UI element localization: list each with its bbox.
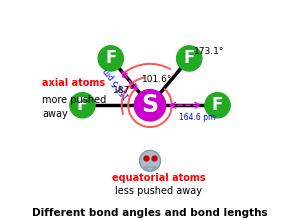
Circle shape	[177, 46, 202, 71]
Circle shape	[98, 46, 123, 71]
Text: less pushed away: less pushed away	[115, 186, 202, 196]
Text: axial atoms: axial atoms	[42, 79, 105, 88]
Polygon shape	[140, 150, 160, 171]
Text: 164.6 pm: 164.6 pm	[178, 113, 215, 122]
Text: S: S	[141, 93, 159, 117]
Circle shape	[70, 93, 95, 118]
Text: F: F	[212, 96, 223, 114]
Text: more pushed: more pushed	[42, 95, 106, 105]
Text: 173.1°: 173.1°	[194, 47, 224, 56]
Text: 187°: 187°	[113, 86, 135, 95]
Text: F: F	[184, 50, 195, 67]
Text: F: F	[105, 50, 116, 67]
Text: equatorial atoms: equatorial atoms	[112, 173, 206, 183]
Circle shape	[134, 90, 166, 121]
Text: Different bond angles and bond lengths: Different bond angles and bond lengths	[32, 208, 268, 218]
Text: 101.6°: 101.6°	[142, 75, 173, 84]
Circle shape	[205, 93, 230, 118]
Polygon shape	[144, 167, 156, 172]
Text: 154.5 pm: 154.5 pm	[102, 66, 132, 99]
Text: F: F	[77, 96, 88, 114]
Text: away: away	[42, 109, 68, 119]
